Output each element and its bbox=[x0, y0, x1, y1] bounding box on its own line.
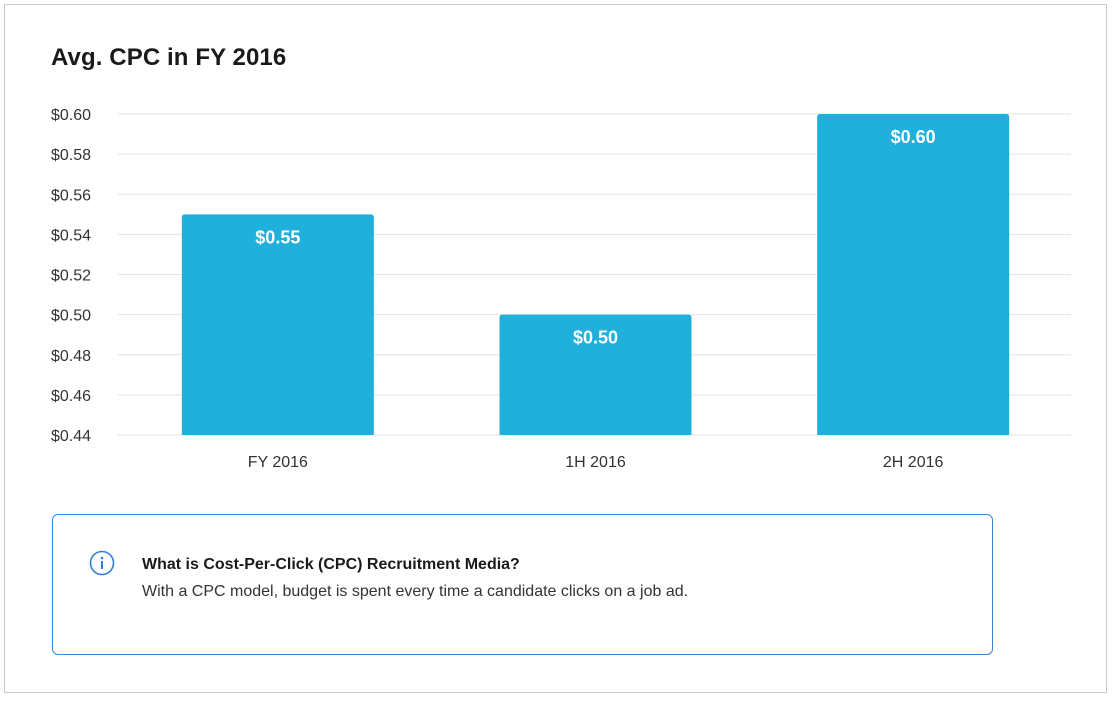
y-tick-label: $0.48 bbox=[51, 348, 91, 365]
y-tick-label: $0.56 bbox=[51, 187, 91, 204]
y-axis-tick-labels: $0.44 $0.46 $0.48 $0.50 $0.52 $0.54 $0.56 $0.58… bbox=[51, 107, 91, 445]
y-tick-label: $0.50 bbox=[51, 308, 91, 325]
y-tick-label: $0.58 bbox=[51, 147, 91, 164]
bar-1h-2016[interactable] bbox=[499, 314, 692, 435]
chart-title: Avg. CPC in FY 2016 bbox=[51, 44, 287, 71]
info-body: With a CPC model, budget is spent every … bbox=[142, 583, 689, 600]
info-box bbox=[52, 514, 993, 655]
x-axis-tick-labels: FY 2016 1H 2016 2H 2016 bbox=[248, 454, 944, 471]
y-tick-label: $0.54 bbox=[51, 227, 91, 244]
bars: $0.55 $0.50 $0.60 bbox=[181, 114, 1010, 435]
info-heading: What is Cost-Per-Click (CPC) Recruitment… bbox=[142, 556, 520, 573]
x-tick-label: FY 2016 bbox=[248, 454, 308, 471]
info-circle-icon bbox=[89, 550, 115, 576]
bar-chart: $0.44 $0.46 $0.48 $0.50 $0.52 $0.54 $0.56 $0.58… bbox=[51, 107, 1071, 471]
y-tick-label: $0.60 bbox=[51, 107, 91, 124]
y-tick-label: $0.52 bbox=[51, 268, 91, 285]
x-tick-label: 2H 2016 bbox=[883, 454, 944, 471]
bar-data-label: $0.55 bbox=[255, 227, 300, 247]
y-tick-label: $0.46 bbox=[51, 388, 91, 405]
bar-data-label: $0.60 bbox=[891, 127, 936, 147]
bar-data-label: $0.50 bbox=[573, 328, 618, 348]
x-tick-label: 1H 2016 bbox=[565, 454, 626, 471]
bar-fy-2016[interactable] bbox=[181, 214, 374, 435]
y-tick-label: $0.44 bbox=[51, 428, 91, 445]
bar-2h-2016[interactable] bbox=[817, 114, 1010, 435]
